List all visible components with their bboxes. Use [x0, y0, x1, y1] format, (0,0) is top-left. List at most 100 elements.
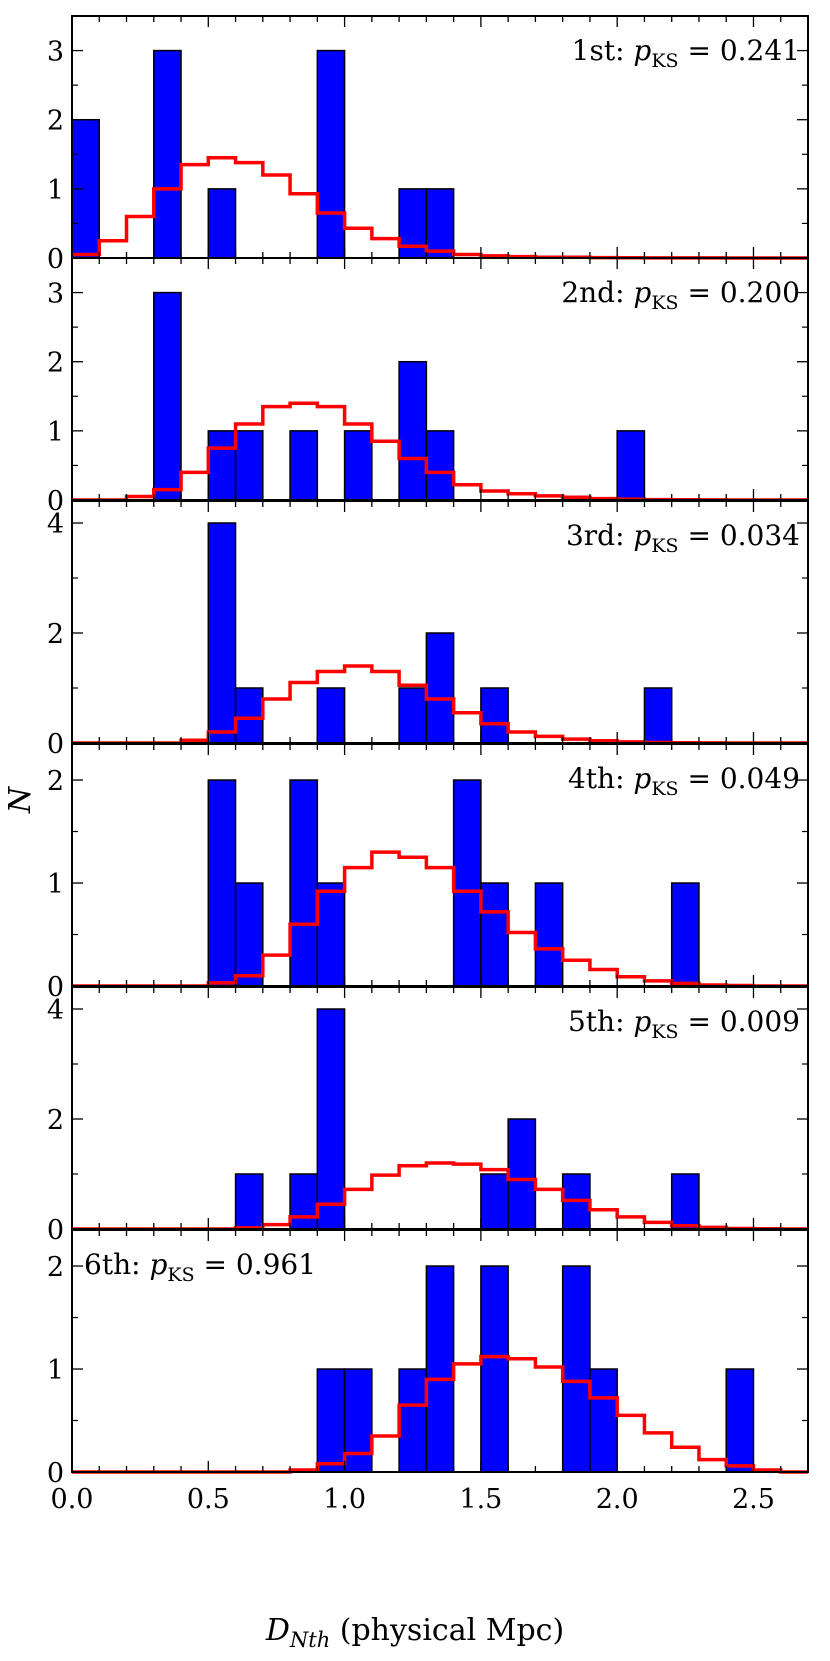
histogram-bar: [234, 687, 264, 744]
x-axis-label-units: (physical Mpc): [330, 1613, 564, 1648]
histogram-bar: [725, 1368, 755, 1473]
ks-annotation-subscript: KS: [651, 535, 678, 557]
ks-annotation-subscript: KS: [167, 1264, 194, 1286]
histogram-bar: [507, 1118, 537, 1230]
histogram-bar: [289, 1173, 319, 1230]
ks-annotation-value: = 0.961: [195, 1248, 316, 1281]
panel-4th: 0 1 2 4th: pKS = 0.049: [47, 743, 809, 1003]
ks-annotation-label: 3rd:: [566, 519, 633, 552]
panel-1st: 0 1 2 3 1st: pKS = 0.241: [47, 15, 809, 275]
histogram-bar: [425, 188, 455, 259]
ks-annotation-label: 4th:: [568, 762, 633, 795]
panel-5th: 0 2 4 5th: pKS = 0.009: [47, 986, 809, 1246]
y-tick-label: 1: [47, 175, 64, 206]
y-tick-label: 2: [47, 106, 64, 137]
histogram-bar: [398, 360, 428, 501]
histogram-bar: [480, 1265, 509, 1473]
ks-annotation-p: p: [149, 1248, 167, 1281]
ks-annotation-p: p: [633, 276, 651, 309]
histogram-bar: [589, 1368, 618, 1473]
y-tick-label: 2: [47, 1105, 64, 1136]
x-axis-label: DNth (physical Mpc): [265, 1613, 564, 1652]
x-tick-label: 2.0: [596, 1484, 639, 1515]
ks-annotation-p: p: [633, 762, 651, 795]
ks-annotation: 6th: pKS = 0.961: [84, 1248, 316, 1286]
histogram-bar: [153, 291, 182, 501]
histogram-bar: [316, 49, 346, 259]
histogram-bar: [316, 882, 346, 987]
y-tick-label: 1: [47, 1355, 64, 1386]
histogram-bar: [207, 522, 237, 744]
ks-annotation-value: = 0.009: [679, 1005, 800, 1038]
histogram-bar: [534, 882, 564, 987]
histogram-bar: [316, 1008, 346, 1230]
x-tick-label: 1.0: [323, 1484, 366, 1515]
histogram-bar: [289, 430, 319, 501]
ks-annotation: 2nd: pKS = 0.200: [561, 276, 800, 314]
x-axis-label-symbol: D: [265, 1613, 290, 1648]
x-tick-label: 2.5: [732, 1484, 775, 1515]
ks-annotation-p: p: [633, 34, 651, 67]
x-tick-label: 0.0: [51, 1484, 94, 1515]
y-tick-label: 0: [47, 244, 64, 275]
ks-annotation-subscript: KS: [651, 50, 678, 72]
histogram-bar: [398, 687, 428, 744]
ks-annotation-subscript: KS: [651, 292, 678, 314]
panel-2nd: 0 1 2 3 2nd: pKS = 0.200: [47, 257, 809, 517]
ks-annotation-subscript: KS: [651, 1021, 678, 1043]
histogram-bar: [398, 1368, 428, 1473]
histogram-bar: [480, 687, 509, 744]
y-tick-label: 2: [47, 619, 64, 650]
histogram-bar: [153, 49, 182, 259]
ks-annotation-p: p: [633, 519, 651, 552]
panel-6th: 0 1 2 6th: pKS = 0.961 0.0 0.5 1.0 1.5 2.0 2.5: [47, 1229, 809, 1515]
y-axis-label: N: [3, 785, 38, 814]
y-tick-label: 0: [47, 486, 64, 517]
histogram-bar: [425, 430, 455, 501]
ks-annotation-value: = 0.049: [679, 762, 800, 795]
panel-3rd: 0 2 4 3rd: pKS = 0.034: [47, 500, 809, 760]
histogram-bar: [316, 1368, 346, 1473]
histogram-bar: [343, 430, 373, 501]
y-tick-label: 3: [47, 37, 64, 68]
y-tick-label: 0: [47, 729, 64, 760]
histogram-bar: [480, 1173, 509, 1230]
histogram-bar: [643, 687, 673, 744]
histogram-bar: [425, 632, 455, 744]
ks-annotation-label: 6th:: [84, 1248, 149, 1281]
y-tick-label: 2: [47, 1252, 64, 1283]
histogram-bar: [207, 779, 237, 987]
histogram-bar: [234, 882, 264, 987]
ks-annotation-value: = 0.241: [679, 34, 800, 67]
y-tick-label: 0: [47, 972, 64, 1003]
y-tick-label: 4: [47, 509, 64, 540]
histogram-bar: [289, 779, 319, 987]
y-tick-label: 2: [47, 348, 64, 379]
y-tick-label: 4: [47, 995, 64, 1026]
y-tick-label: 1: [47, 869, 64, 900]
ks-annotation: 1st: pKS = 0.241: [572, 34, 800, 72]
ks-annotation: 5th: pKS = 0.009: [568, 1005, 800, 1043]
ks-annotation-value: = 0.200: [679, 276, 800, 309]
histogram-bar: [670, 882, 700, 987]
x-tick-label: 1.5: [459, 1484, 502, 1515]
histogram-bar: [343, 1368, 373, 1473]
y-tick-label: 0: [47, 1458, 64, 1489]
histogram-bar: [207, 188, 237, 259]
histogram-bar: [561, 1265, 591, 1473]
histogram-bar: [425, 1265, 455, 1473]
histogram-bar: [316, 687, 346, 744]
ks-annotation-label: 1st:: [572, 34, 634, 67]
y-tick-label: 2: [47, 766, 64, 797]
ks-annotation-label: 5th:: [568, 1005, 633, 1038]
histogram-bar: [207, 430, 237, 501]
panel-frame: [71, 1229, 809, 1473]
histogram-bar: [234, 430, 264, 501]
histogram-bar: [480, 882, 509, 987]
ks-annotation-value: = 0.034: [679, 519, 800, 552]
histogram-bar: [452, 779, 482, 987]
x-axis-label-subscript: Nth: [289, 1628, 330, 1652]
ks-annotation: 3rd: pKS = 0.034: [566, 519, 800, 557]
